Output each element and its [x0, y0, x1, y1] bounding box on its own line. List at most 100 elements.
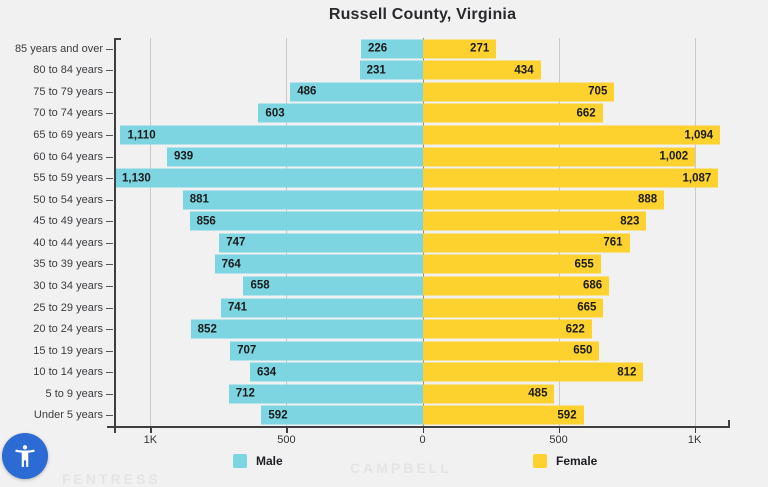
y-axis-label: 25 to 29 years — [0, 297, 115, 319]
female-bar[interactable]: 1,002 — [422, 147, 696, 167]
male-bar[interactable]: 712 — [228, 384, 423, 404]
female-bar[interactable]: 485 — [422, 384, 555, 404]
x-axis-tick-mark — [422, 428, 424, 433]
female-bar[interactable]: 888 — [422, 190, 665, 210]
male-bar[interactable]: 939 — [166, 147, 423, 167]
y-axis-labels: 85 years and over 80 to 84 years 75 to 79 … — [0, 38, 115, 426]
bar-row: 1,130 1,087 — [115, 167, 730, 189]
bar-value-label: 650 — [573, 344, 593, 357]
female-bar[interactable]: 655 — [422, 254, 601, 274]
legend-item-male[interactable]: Male — [233, 454, 283, 468]
legend: Male Female — [0, 454, 768, 474]
female-bar[interactable]: 622 — [422, 319, 592, 339]
male-bar[interactable]: 658 — [243, 276, 423, 296]
bar-row: 658 686 — [115, 275, 730, 297]
y-axis-label: 35 to 39 years — [0, 254, 115, 276]
bar-row: 741 665 — [115, 297, 730, 319]
bar-row: 603 662 — [115, 103, 730, 125]
male-bar[interactable]: 231 — [359, 60, 423, 80]
male-bar[interactable]: 856 — [189, 211, 423, 231]
y-axis-label: 55 to 59 years — [0, 167, 115, 189]
female-bar[interactable]: 812 — [422, 362, 644, 382]
male-bar[interactable]: 741 — [220, 298, 423, 318]
female-bar[interactable]: 686 — [422, 276, 610, 296]
bar-value-label: 1,130 — [122, 172, 151, 185]
bar-row: 592 592 — [115, 405, 730, 427]
male-bar[interactable]: 1,130 — [115, 168, 423, 188]
y-axis-label: 45 to 49 years — [0, 211, 115, 233]
gridline — [286, 38, 288, 426]
male-bar[interactable]: 764 — [214, 254, 423, 274]
male-bar[interactable]: 592 — [261, 405, 423, 425]
bar-value-label: 634 — [256, 366, 277, 379]
bar-value-label: 741 — [227, 301, 248, 314]
bar-value-label: 1,110 — [127, 129, 156, 142]
y-axis-label: 15 to 19 years — [0, 340, 115, 362]
bar-row: 1,110 1,094 — [115, 124, 730, 146]
plot-area: 226 271 231 434 486 705 603 662 1,110 1,094 939 1,0… — [107, 38, 730, 446]
male-bar[interactable]: 881 — [182, 190, 423, 210]
bar-value-label: 707 — [237, 344, 257, 357]
male-bar[interactable]: 226 — [361, 39, 423, 59]
female-bar[interactable]: 434 — [422, 60, 541, 80]
female-bar[interactable]: 271 — [422, 39, 497, 59]
bar-value-label: 812 — [617, 366, 637, 379]
female-bar[interactable]: 662 — [422, 103, 603, 123]
male-bar[interactable]: 486 — [290, 82, 423, 102]
male-bar[interactable]: 852 — [190, 319, 423, 339]
bar-row: 856 823 — [115, 211, 730, 233]
zero-gridline — [422, 38, 424, 426]
female-bar[interactable]: 1,087 — [422, 168, 719, 188]
legend-label: Male — [256, 454, 283, 468]
bar-value-label: 603 — [265, 107, 285, 120]
female-bar[interactable]: 1,094 — [422, 125, 721, 145]
female-bar[interactable]: 705 — [422, 82, 615, 102]
bar-value-label: 823 — [620, 215, 640, 228]
gridline — [694, 38, 696, 426]
y-axis-label: 60 to 64 years — [0, 146, 115, 168]
y-axis-label: 75 to 79 years — [0, 81, 115, 103]
y-axis-label: 20 to 24 years — [0, 318, 115, 340]
female-bar[interactable]: 592 — [422, 405, 584, 425]
x-axis-tick-label: 1K — [687, 434, 702, 446]
female-bar[interactable]: 650 — [422, 341, 600, 361]
map-watermark-fentress: FENTRESS — [62, 471, 161, 487]
male-bar[interactable]: 634 — [249, 362, 423, 382]
bar-value-label: 231 — [366, 64, 386, 77]
female-bar[interactable]: 761 — [422, 233, 630, 253]
population-pyramid-chart: 85 years and over 80 to 84 years 75 to 79 … — [0, 38, 730, 446]
y-axis-label: Under 5 years — [0, 405, 115, 427]
male-bar[interactable]: 707 — [230, 341, 423, 361]
x-axis-tick-label: 500 — [277, 434, 296, 446]
x-axis-tick-mark — [150, 428, 152, 433]
accessibility-button[interactable] — [2, 433, 48, 479]
bar-row: 939 1,002 — [115, 146, 730, 168]
male-bar[interactable]: 747 — [219, 233, 423, 253]
male-bar[interactable]: 1,110 — [120, 125, 423, 145]
x-axis-tick-label: 0 — [419, 434, 426, 446]
bar-value-label: 271 — [470, 42, 490, 55]
y-axis-label: 65 to 69 years — [0, 124, 115, 146]
bar-value-label: 665 — [577, 301, 597, 314]
accessibility-person-icon — [12, 443, 38, 469]
female-bar[interactable]: 665 — [422, 298, 604, 318]
bar-value-label: 761 — [603, 236, 623, 249]
x-axis-tick-mark — [286, 428, 288, 433]
bar-value-label: 592 — [557, 409, 577, 422]
chart-title: Russell County, Virginia — [328, 6, 517, 23]
legend-item-female[interactable]: Female — [533, 454, 597, 468]
bar-value-label: 939 — [173, 150, 194, 163]
x-axis-line — [107, 420, 730, 428]
bar-value-label: 852 — [197, 323, 217, 336]
bar-row: 747 761 — [115, 232, 730, 254]
bar-value-label: 1,094 — [684, 129, 714, 142]
male-bar[interactable]: 603 — [258, 103, 423, 123]
bar-row: 231 434 — [115, 60, 730, 82]
y-axis-label: 40 to 44 years — [0, 232, 115, 254]
bar-value-label: 662 — [576, 107, 596, 120]
bar-row: 881 888 — [115, 189, 730, 211]
y-axis-line — [114, 38, 121, 433]
y-axis-label: 5 to 9 years — [0, 383, 115, 405]
bar-row: 226 271 — [115, 38, 730, 60]
female-bar[interactable]: 823 — [422, 211, 647, 231]
